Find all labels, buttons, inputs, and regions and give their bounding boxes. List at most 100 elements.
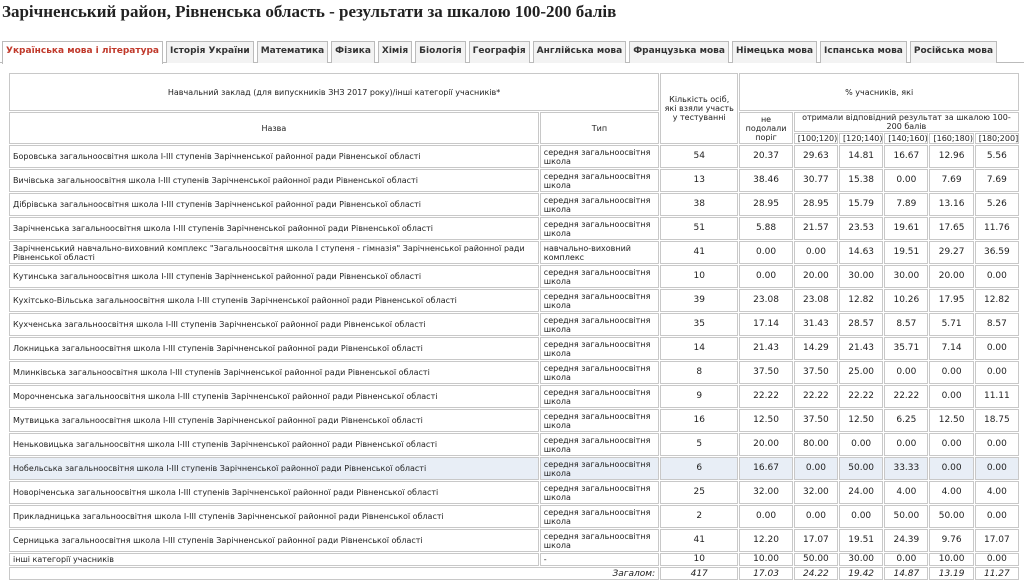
- value-cell: 16.67: [884, 145, 929, 168]
- value-cell: 12.82: [974, 289, 1019, 312]
- school-name: Серницька загальноосвітня школа І-ІІІ ст…: [9, 529, 539, 552]
- value-cell: 31.43: [793, 313, 839, 336]
- value-cell: 0.00: [839, 505, 884, 528]
- table-row: Дібрівська загальноосвітня школа І-ІІІ с…: [9, 193, 1019, 216]
- subject-tab[interactable]: Географія: [468, 41, 530, 63]
- value-cell: 41: [660, 241, 739, 264]
- value-cell: 0.00: [793, 241, 839, 264]
- page-title: Зарічненський район, Рівненська область …: [2, 2, 617, 21]
- value-cell: 23.53: [839, 217, 884, 240]
- value-cell: 16.67: [739, 457, 793, 480]
- value-cell: 5.56: [974, 145, 1019, 168]
- value-cell: 20.00: [739, 433, 793, 456]
- value-cell: 19.51: [839, 529, 884, 552]
- table-row: Новоріченська загальноосвітня школа І-ІІ…: [9, 481, 1019, 504]
- value-cell: 23.08: [793, 289, 839, 312]
- value-cell: 30.00: [839, 265, 884, 288]
- results-table: Навчальний заклад (для випускників ЗНЗ 2…: [8, 72, 1020, 581]
- value-cell: 7.89: [884, 193, 929, 216]
- value-cell: 14.63: [839, 241, 884, 264]
- subject-tab[interactable]: Фізика: [331, 41, 375, 63]
- subject-tab[interactable]: Хімія: [377, 41, 413, 63]
- value-cell: 4.00: [884, 481, 929, 504]
- value-cell: 0.00: [884, 433, 929, 456]
- school-name: Зарічненський навчально-виховний комплек…: [9, 241, 539, 264]
- value-cell: 22.22: [793, 385, 839, 408]
- subject-tab[interactable]: Французька мова: [629, 41, 729, 63]
- value-cell: 35: [660, 313, 739, 336]
- value-cell: 14: [660, 337, 739, 360]
- table-row: інші категорії учасників -10 10.00 50.00 30.…: [9, 553, 1019, 566]
- value-cell: 9: [660, 385, 739, 408]
- value-cell: 22.22: [839, 385, 884, 408]
- school-type: середня загальноосвітня школа: [539, 457, 660, 480]
- value-cell: 50.00: [839, 457, 884, 480]
- table-row: Серницька загальноосвітня школа І-ІІІ ст…: [9, 529, 1019, 552]
- table-row: Прикладницька загальноосвітня школа І-ІІ…: [9, 505, 1019, 528]
- table-row: Кухченська загальноосвітня школа І-ІІІ с…: [9, 313, 1019, 336]
- school-type: середня загальноосвітня школа: [539, 217, 660, 240]
- subject-tab[interactable]: Російська мова: [909, 41, 998, 63]
- value-cell: 5: [660, 433, 739, 456]
- school-name: Локницька загальноосвітня школа І-ІІІ ст…: [9, 337, 539, 360]
- range-header: [180;200]: [974, 133, 1019, 144]
- subject-tab[interactable]: Українська мова і література: [2, 41, 163, 64]
- value-cell: 29.63: [793, 145, 839, 168]
- value-cell: 0.00: [929, 457, 974, 480]
- value-cell: 12.50: [739, 409, 793, 432]
- school-type: середня загальноосвітня школа: [539, 409, 660, 432]
- value-cell: 38.46: [739, 169, 793, 192]
- subject-tab[interactable]: Математика: [256, 41, 329, 63]
- range-header: [140;160): [884, 133, 929, 144]
- value-cell: 0.00: [974, 361, 1019, 384]
- value-cell: 0.00: [884, 553, 929, 566]
- got-header: отримали відповідний результат за шкалою…: [793, 112, 1019, 132]
- value-cell: 8.57: [884, 313, 929, 336]
- table-row: Млинківська загальноосвітня школа І-ІІІ …: [9, 361, 1019, 384]
- table-row: Локницька загальноосвітня школа І-ІІІ ст…: [9, 337, 1019, 360]
- school-type: середня загальноосвітня школа: [539, 505, 660, 528]
- value-cell: 0.00: [839, 433, 884, 456]
- value-cell: 10.26: [884, 289, 929, 312]
- value-cell: 0.00: [929, 433, 974, 456]
- value-cell: 21.43: [839, 337, 884, 360]
- value-cell: 0.00: [974, 505, 1019, 528]
- subject-tab[interactable]: Біологія: [415, 41, 466, 63]
- value-cell: 2: [660, 505, 739, 528]
- value-cell: 9.76: [929, 529, 974, 552]
- value-cell: 19.51: [884, 241, 929, 264]
- school-name: Дібрівська загальноосвітня школа І-ІІІ с…: [9, 193, 539, 216]
- subject-tab[interactable]: Іспанська мова: [820, 41, 907, 63]
- subject-tab[interactable]: Німецька мова: [731, 41, 818, 63]
- value-cell: 0.00: [974, 433, 1019, 456]
- school-type: середня загальноосвітня школа: [539, 481, 660, 504]
- subject-tab[interactable]: Англійська мова: [532, 41, 627, 63]
- value-cell: 0.00: [929, 361, 974, 384]
- value-cell: 51: [660, 217, 739, 240]
- value-cell: 5.71: [929, 313, 974, 336]
- value-cell: 15.79: [839, 193, 884, 216]
- school-name: Кухітсько-Вільська загальноосвітня школа…: [9, 289, 539, 312]
- value-cell: 29.27: [929, 241, 974, 264]
- school-type: середня загальноосвітня школа: [539, 529, 660, 552]
- value-cell: 25.00: [839, 361, 884, 384]
- value-cell: 12.50: [929, 409, 974, 432]
- value-cell: 0.00: [974, 265, 1019, 288]
- value-cell: 19.61: [884, 217, 929, 240]
- school-name: Зарічненська загальноосвітня школа І-ІІІ…: [9, 217, 539, 240]
- school-name: Вичівська загальноосвітня школа І-ІІІ ст…: [9, 169, 539, 192]
- school-name: Кухченська загальноосвітня школа І-ІІІ с…: [9, 313, 539, 336]
- value-cell: 30.00: [839, 553, 884, 566]
- value-cell: 37.50: [739, 361, 793, 384]
- value-cell: 5.88: [739, 217, 793, 240]
- school-name: Мутвицька загальноосвітня школа І-ІІІ ст…: [9, 409, 539, 432]
- school-name: Неньковицька загальноосвітня школа І-ІІІ…: [9, 433, 539, 456]
- subject-tab[interactable]: Історія України: [165, 41, 254, 63]
- value-cell: 0.00: [974, 457, 1019, 480]
- percent-header: % учасників, які: [739, 73, 1019, 111]
- value-cell: 80.00: [793, 433, 839, 456]
- value-cell: 50.00: [929, 505, 974, 528]
- value-cell: 38: [660, 193, 739, 216]
- value-cell: 20.37: [739, 145, 793, 168]
